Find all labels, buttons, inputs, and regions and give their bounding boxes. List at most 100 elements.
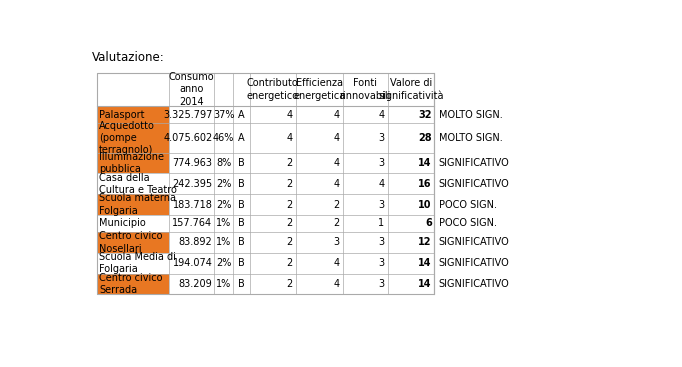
Text: 4: 4 bbox=[333, 258, 340, 268]
Bar bbox=[296, 273, 342, 294]
Text: 1: 1 bbox=[379, 218, 385, 228]
Text: A: A bbox=[238, 133, 245, 143]
Text: 2%: 2% bbox=[216, 258, 231, 268]
Bar bbox=[169, 123, 214, 153]
Bar bbox=[387, 153, 434, 173]
Bar bbox=[296, 173, 342, 194]
Bar bbox=[169, 253, 214, 273]
Text: 2: 2 bbox=[286, 237, 293, 247]
Bar bbox=[233, 253, 250, 273]
Text: B: B bbox=[238, 279, 245, 289]
Text: SIGNIFICATIVO: SIGNIFICATIVO bbox=[439, 279, 509, 289]
Bar bbox=[250, 106, 296, 123]
Text: 3: 3 bbox=[379, 158, 385, 168]
Bar bbox=[387, 123, 434, 153]
Bar bbox=[214, 215, 233, 232]
Bar bbox=[342, 123, 387, 153]
Text: 4: 4 bbox=[333, 110, 340, 120]
Text: 3: 3 bbox=[333, 237, 340, 247]
Text: POCO SIGN.: POCO SIGN. bbox=[439, 218, 496, 228]
Bar bbox=[387, 173, 434, 194]
Text: Palasport: Palasport bbox=[99, 110, 145, 120]
Bar bbox=[250, 215, 296, 232]
Bar bbox=[250, 253, 296, 273]
Bar bbox=[233, 273, 250, 294]
Text: Municipio: Municipio bbox=[99, 218, 146, 228]
Text: 83.209: 83.209 bbox=[179, 279, 212, 289]
Text: Scuola materna
Folgaria: Scuola materna Folgaria bbox=[99, 193, 176, 216]
Text: 4: 4 bbox=[287, 133, 293, 143]
Text: SIGNIFICATIVO: SIGNIFICATIVO bbox=[439, 237, 509, 247]
Bar bbox=[342, 106, 387, 123]
Text: B: B bbox=[238, 258, 245, 268]
Bar bbox=[97, 73, 434, 106]
Text: 14: 14 bbox=[418, 279, 432, 289]
Text: 32: 32 bbox=[418, 110, 432, 120]
Bar bbox=[342, 253, 387, 273]
Bar bbox=[214, 153, 233, 173]
Text: Valore di
significatività: Valore di significatività bbox=[378, 78, 443, 101]
Text: 4: 4 bbox=[379, 110, 385, 120]
Text: Fonti
rinnovabili: Fonti rinnovabili bbox=[340, 78, 391, 101]
Bar bbox=[296, 106, 342, 123]
Bar bbox=[214, 253, 233, 273]
Text: B: B bbox=[238, 218, 245, 228]
Text: Casa della
Cultura e Teatro: Casa della Cultura e Teatro bbox=[99, 172, 177, 195]
Bar bbox=[97, 273, 434, 294]
Text: Contributo
energetico: Contributo energetico bbox=[247, 78, 299, 101]
Bar bbox=[233, 215, 250, 232]
Text: B: B bbox=[238, 158, 245, 168]
Text: 1%: 1% bbox=[216, 237, 231, 247]
Bar bbox=[342, 215, 387, 232]
Text: SIGNIFICATIVO: SIGNIFICATIVO bbox=[439, 258, 509, 268]
Text: 37%: 37% bbox=[213, 110, 235, 120]
Text: 4: 4 bbox=[287, 110, 293, 120]
Text: 3: 3 bbox=[379, 200, 385, 210]
Bar bbox=[214, 232, 233, 253]
Bar bbox=[296, 153, 342, 173]
Bar bbox=[233, 123, 250, 153]
Text: SIGNIFICATIVO: SIGNIFICATIVO bbox=[439, 179, 509, 189]
Bar bbox=[169, 232, 214, 253]
Bar bbox=[214, 123, 233, 153]
Bar bbox=[296, 123, 342, 153]
Text: 2: 2 bbox=[286, 158, 293, 168]
Bar bbox=[296, 232, 342, 253]
Text: MOLTO SIGN.: MOLTO SIGN. bbox=[439, 133, 503, 143]
Bar bbox=[169, 106, 214, 123]
Text: MOLTO SIGN.: MOLTO SIGN. bbox=[439, 110, 503, 120]
Bar bbox=[169, 194, 214, 215]
Text: Valutazione:: Valutazione: bbox=[91, 51, 164, 64]
Text: 10: 10 bbox=[418, 200, 432, 210]
Bar bbox=[387, 253, 434, 273]
Text: 4: 4 bbox=[379, 179, 385, 189]
Text: 1%: 1% bbox=[216, 279, 231, 289]
Text: 3.325.797: 3.325.797 bbox=[163, 110, 212, 120]
Text: 3: 3 bbox=[379, 133, 385, 143]
Text: B: B bbox=[238, 237, 245, 247]
Bar bbox=[342, 232, 387, 253]
Bar bbox=[214, 194, 233, 215]
Text: 183.718: 183.718 bbox=[173, 200, 212, 210]
Text: 2: 2 bbox=[286, 218, 293, 228]
Text: 14: 14 bbox=[418, 258, 432, 268]
Text: 3: 3 bbox=[379, 258, 385, 268]
Text: Scuola Media di
Folgaria: Scuola Media di Folgaria bbox=[99, 252, 176, 274]
Text: Centro civico
Nosellari: Centro civico Nosellari bbox=[99, 231, 163, 254]
Text: 6: 6 bbox=[425, 218, 432, 228]
Bar bbox=[296, 253, 342, 273]
Bar bbox=[250, 273, 296, 294]
Bar bbox=[250, 123, 296, 153]
Bar bbox=[233, 106, 250, 123]
Bar bbox=[250, 173, 296, 194]
Text: 3: 3 bbox=[379, 279, 385, 289]
Bar bbox=[342, 194, 387, 215]
Text: Efficienza
energetica: Efficienza energetica bbox=[293, 78, 345, 101]
Bar bbox=[342, 173, 387, 194]
Bar bbox=[233, 232, 250, 253]
Bar bbox=[97, 73, 434, 294]
Bar bbox=[214, 106, 233, 123]
Text: POCO SIGN.: POCO SIGN. bbox=[439, 200, 496, 210]
Text: 16: 16 bbox=[418, 179, 432, 189]
Text: B: B bbox=[238, 200, 245, 210]
